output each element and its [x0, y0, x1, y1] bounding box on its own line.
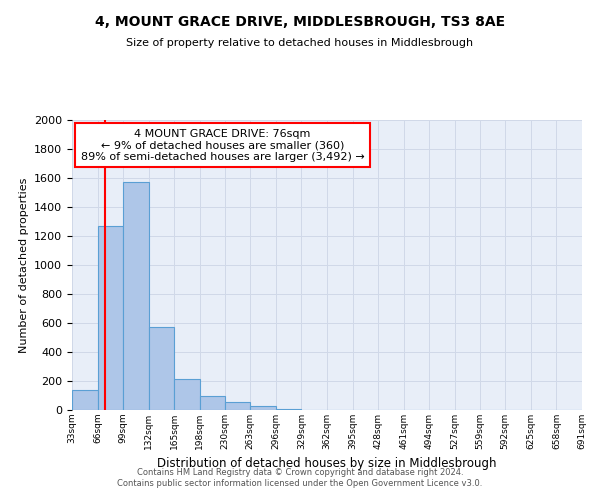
Text: 4 MOUNT GRACE DRIVE: 76sqm
← 9% of detached houses are smaller (360)
89% of semi: 4 MOUNT GRACE DRIVE: 76sqm ← 9% of detac… [80, 128, 364, 162]
Bar [175, 379, 200, 410]
Text: Contains HM Land Registry data © Crown copyright and database right 2024.
Contai: Contains HM Land Registry data © Crown c… [118, 468, 482, 487]
Bar [72, 390, 98, 410]
Bar [200, 396, 224, 410]
Bar [149, 328, 175, 410]
Y-axis label: Number of detached properties: Number of detached properties [19, 178, 29, 352]
Bar [250, 406, 276, 410]
Bar [276, 409, 301, 410]
Bar [123, 182, 149, 410]
X-axis label: Distribution of detached houses by size in Middlesbrough: Distribution of detached houses by size … [157, 458, 497, 470]
Text: Size of property relative to detached houses in Middlesbrough: Size of property relative to detached ho… [127, 38, 473, 48]
Bar [224, 402, 250, 410]
Text: 4, MOUNT GRACE DRIVE, MIDDLESBROUGH, TS3 8AE: 4, MOUNT GRACE DRIVE, MIDDLESBROUGH, TS3… [95, 15, 505, 29]
Bar [98, 226, 123, 410]
